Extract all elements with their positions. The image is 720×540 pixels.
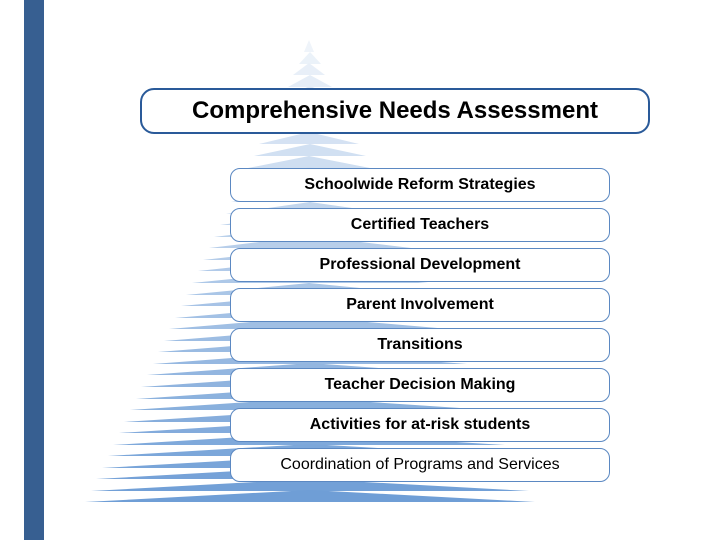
triangle-slice bbox=[293, 63, 325, 75]
title-text: Comprehensive Needs Assessment bbox=[192, 97, 598, 125]
item-box: Schoolwide Reform Strategies bbox=[230, 168, 610, 202]
triangle-slice bbox=[299, 52, 321, 64]
item-label: Parent Involvement bbox=[346, 296, 494, 314]
triangle-slice bbox=[254, 144, 366, 156]
item-box: Transitions bbox=[230, 328, 610, 362]
triangle-slice bbox=[304, 40, 314, 52]
item-label: Teacher Decision Making bbox=[325, 376, 516, 394]
item-box: Parent Involvement bbox=[230, 288, 610, 322]
triangle-slice bbox=[259, 132, 359, 144]
item-box: Teacher Decision Making bbox=[230, 368, 610, 402]
item-label: Transitions bbox=[377, 336, 462, 354]
title-box: Comprehensive Needs Assessment bbox=[140, 88, 650, 134]
slide-stage: Comprehensive Needs Assessment Schoolwid… bbox=[0, 0, 720, 540]
item-label: Schoolwide Reform Strategies bbox=[304, 176, 535, 194]
triangle-slice bbox=[248, 156, 370, 168]
item-label: Professional Development bbox=[320, 256, 521, 274]
item-box: Professional Development bbox=[230, 248, 610, 282]
item-label: Coordination of Programs and Services bbox=[280, 456, 559, 474]
item-box: Coordination of Programs and Services bbox=[230, 448, 610, 482]
left-accent-bar bbox=[24, 0, 44, 540]
triangle-slice bbox=[288, 75, 332, 87]
item-label: Certified Teachers bbox=[351, 216, 489, 234]
item-box: Activities for at-risk students bbox=[230, 408, 610, 442]
item-box: Certified Teachers bbox=[230, 208, 610, 242]
item-label: Activities for at-risk students bbox=[310, 416, 531, 434]
triangle-slice bbox=[85, 490, 535, 502]
